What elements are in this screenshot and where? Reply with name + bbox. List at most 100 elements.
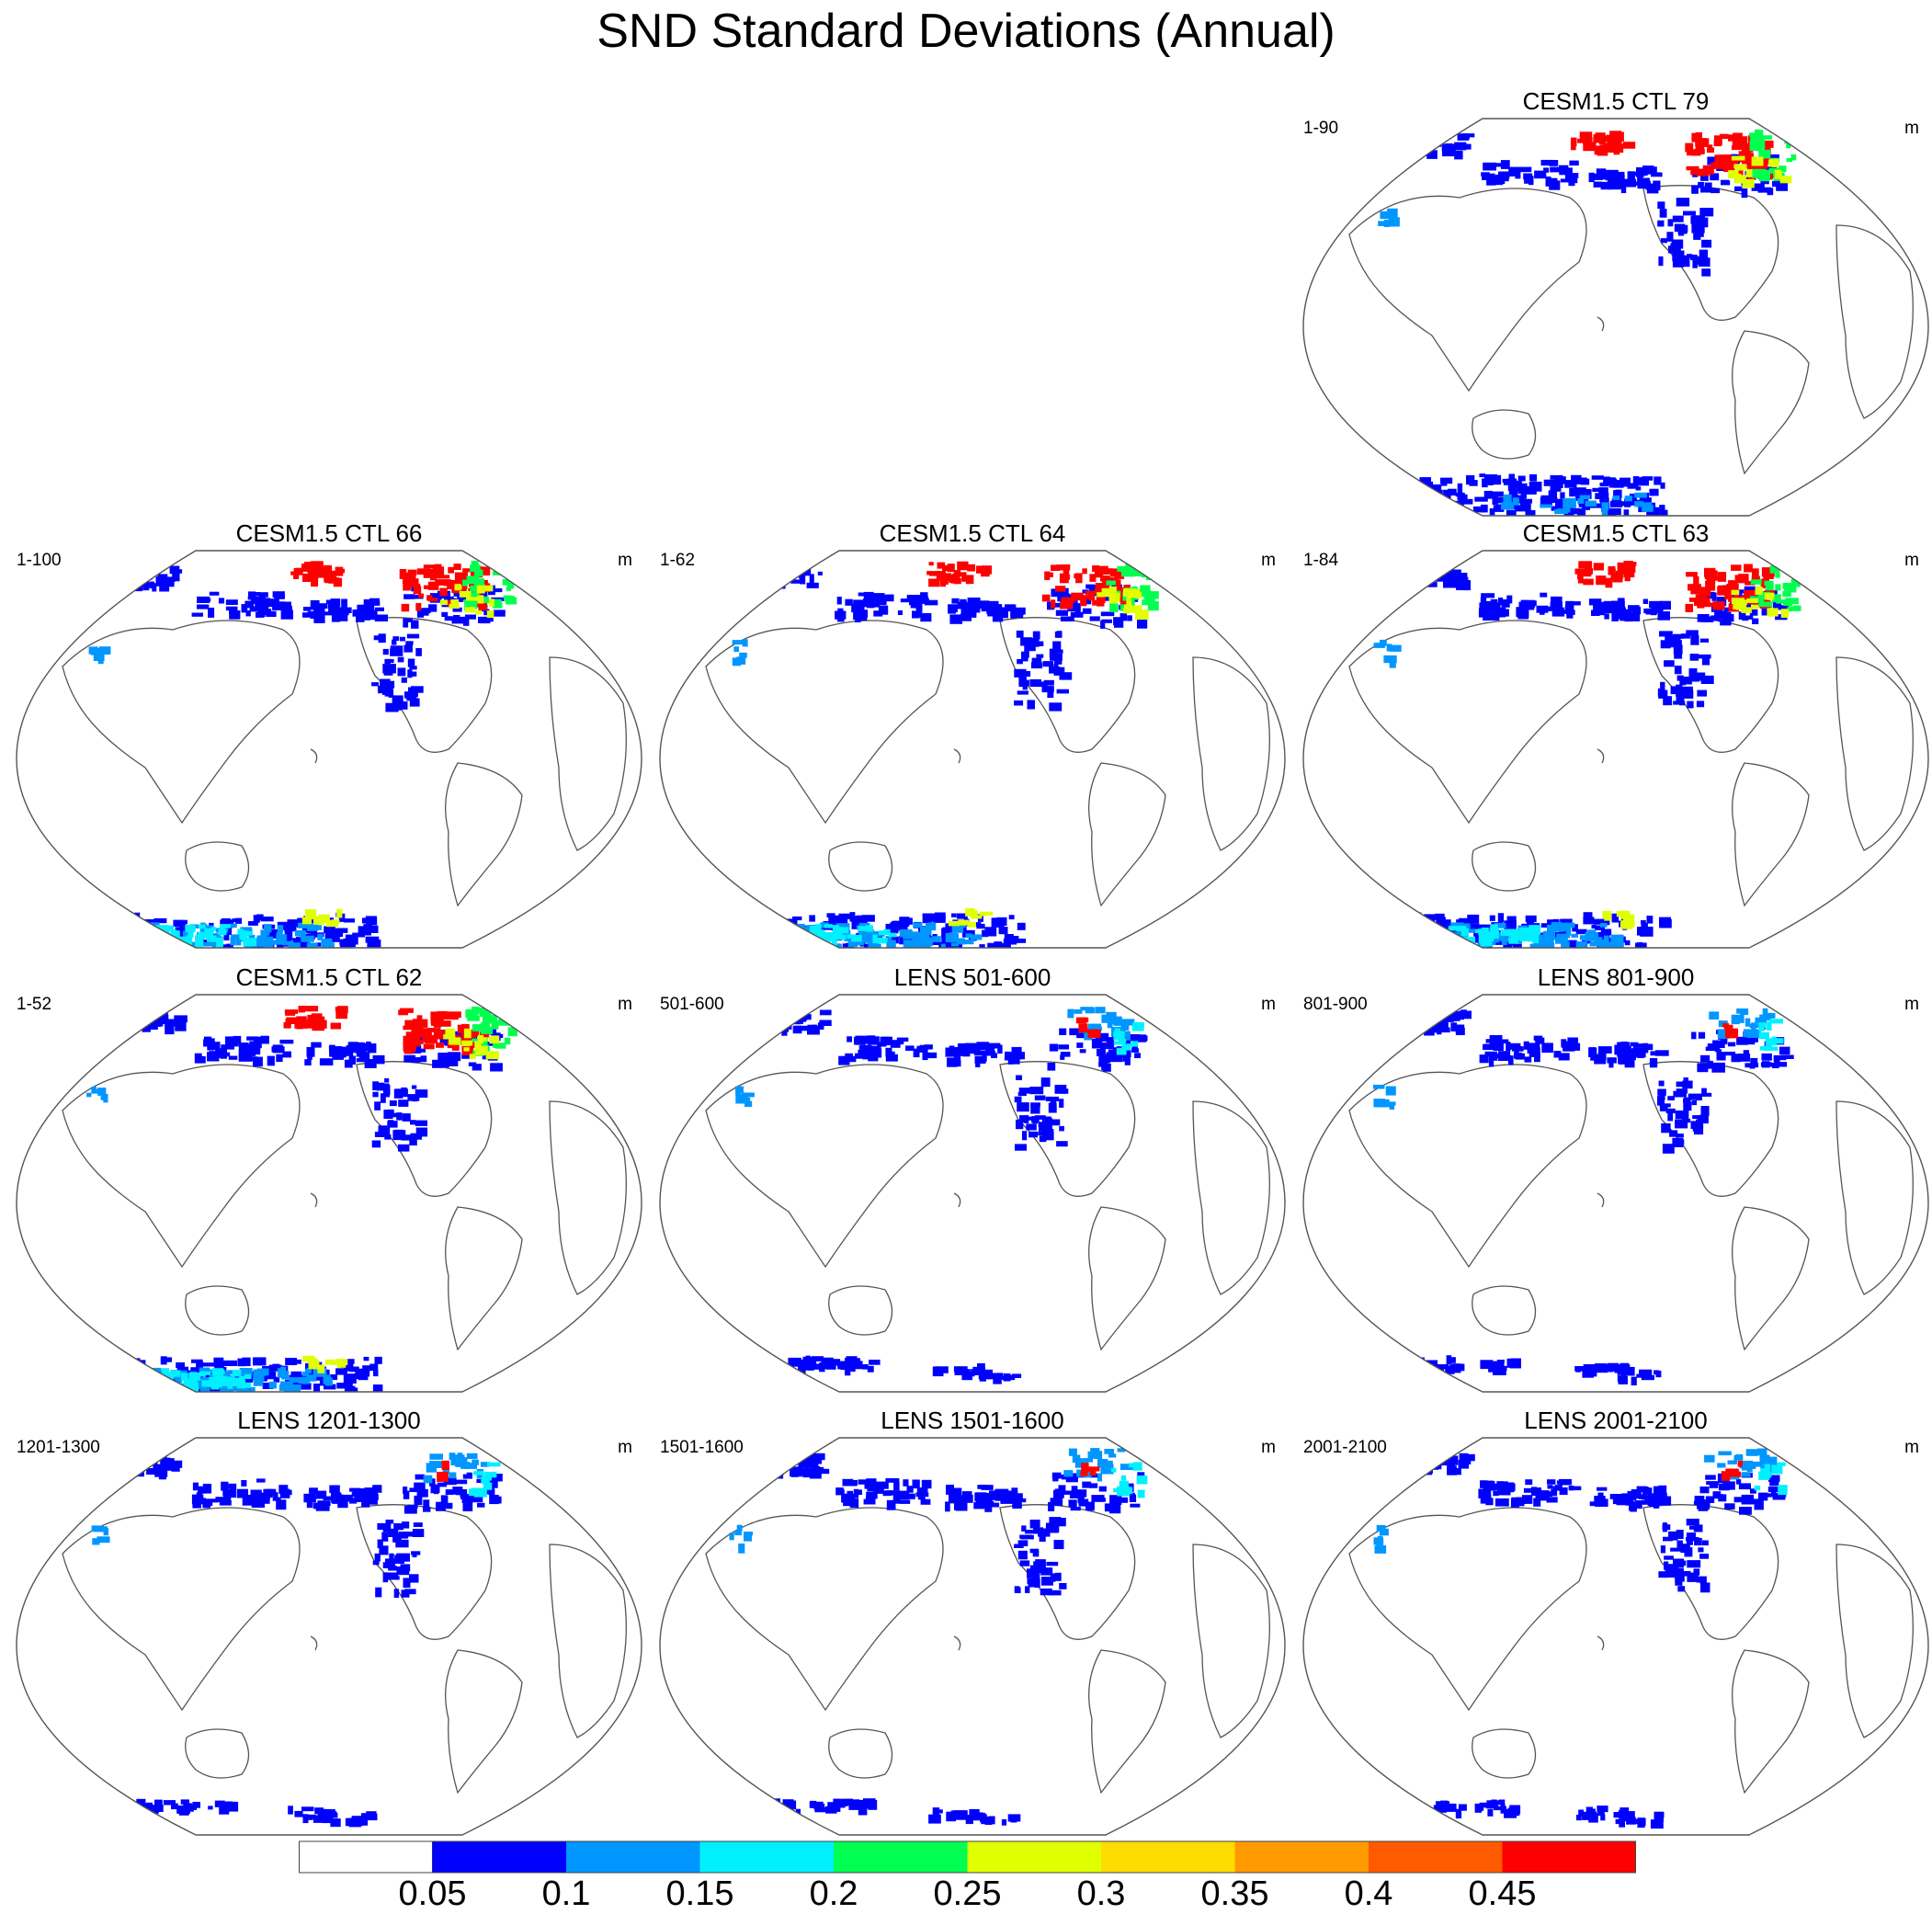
snow-alaska xyxy=(365,1493,379,1500)
snow-rockies xyxy=(1039,1122,1050,1132)
snow-antarctica xyxy=(1603,478,1617,483)
snow-alaska xyxy=(1654,172,1661,177)
snow-rockies xyxy=(1689,255,1698,261)
snow-greenland-core xyxy=(1079,595,1091,599)
snow-greenland-core xyxy=(449,1472,457,1479)
snow-canada xyxy=(1108,1504,1121,1514)
map-content xyxy=(705,996,1270,1384)
snow-greenland-core xyxy=(426,568,437,575)
snow-rockies xyxy=(395,1539,409,1548)
snow-greenland-mid xyxy=(1108,596,1119,604)
snow-siberia xyxy=(155,1011,168,1022)
snow-greenland-core xyxy=(1120,1021,1130,1031)
snow-antarctica-cyan xyxy=(1433,930,1441,938)
snow-antarctica xyxy=(1438,940,1449,948)
snow-antarctica xyxy=(1593,918,1608,925)
snow-east-asia xyxy=(899,1499,911,1504)
pacific-islands xyxy=(953,748,961,764)
snow-antarctica xyxy=(111,934,118,940)
snow-antarctica-inner xyxy=(174,1386,183,1392)
snow-greenland-core xyxy=(1117,587,1126,596)
snow-canada xyxy=(1752,618,1759,624)
snow-scandinavia xyxy=(1192,1038,1207,1043)
snow-antarctica-cyan xyxy=(155,925,169,933)
snow-peninsula xyxy=(1616,910,1623,917)
snow-antarctica xyxy=(329,932,340,942)
snow-east-asia xyxy=(836,612,845,622)
snow-scandinavia xyxy=(1838,1040,1847,1047)
snow-antarctica-far-east xyxy=(978,1370,992,1380)
snow-antarctica xyxy=(1595,925,1605,930)
snow-antarctica-cyan xyxy=(218,929,227,936)
snow-canada xyxy=(1707,156,1721,165)
snow-antarctica-edge xyxy=(862,1364,869,1370)
snow-antarctica-inner xyxy=(280,1366,287,1373)
snow-greenland-edge xyxy=(1758,1025,1765,1031)
snow-antarctica xyxy=(134,926,145,931)
snow-siberia xyxy=(113,566,123,575)
snow-antarctica-inner xyxy=(957,938,965,945)
snow-antarctica-far-east xyxy=(1011,1373,1022,1378)
snow-antarctica-cyan xyxy=(239,1376,245,1384)
colorbar-swatch xyxy=(967,1841,1101,1873)
snow-siberia xyxy=(147,1454,157,1464)
snow-greenland-core xyxy=(1704,1454,1715,1463)
snow-antarctica-inner xyxy=(1571,933,1578,938)
snow-siberia xyxy=(781,1027,788,1036)
snow-rockies xyxy=(406,633,420,639)
snow-alaska xyxy=(1594,1054,1607,1065)
snow-greenland-edge xyxy=(1137,1489,1145,1498)
snow-rockies xyxy=(1659,209,1667,218)
snow-east-asia xyxy=(1561,1041,1570,1048)
snow-alaska xyxy=(335,608,349,616)
snow-greenland-core xyxy=(1737,136,1748,147)
snow-siberia xyxy=(1391,149,1399,154)
snow-rockies xyxy=(1696,1576,1701,1583)
snow-antarctica xyxy=(982,929,989,938)
snow-antarctica-inner xyxy=(1579,495,1591,499)
snow-siberia xyxy=(1413,580,1420,588)
snow-scandinavia xyxy=(1192,1019,1204,1027)
snow-siberia xyxy=(1415,1020,1428,1029)
snow-alaska xyxy=(1011,1046,1022,1054)
snow-high-north xyxy=(1583,136,1591,143)
snow-antarctica xyxy=(349,1366,359,1373)
snow-rockies xyxy=(1676,684,1683,693)
snow-greenland-core xyxy=(408,1020,421,1030)
snow-greenland-core xyxy=(428,598,438,602)
snow-siberia xyxy=(130,1465,142,1474)
snow-siberia xyxy=(158,1469,166,1480)
panel-title: CESM1.5 CTL 79 xyxy=(1522,87,1710,115)
snow-east-asia xyxy=(241,604,248,613)
snow-central-asia xyxy=(1376,1524,1386,1532)
map-panel-ctl66: CESM1.5 CTL 66 1-100 m xyxy=(7,519,651,951)
snow-rockies xyxy=(378,633,386,644)
snow-rockies xyxy=(1692,1115,1702,1120)
snow-rockies xyxy=(389,1553,394,1560)
snow-siberia xyxy=(1445,1455,1459,1465)
snow-siberia xyxy=(1460,573,1468,580)
snow-greenland-mid xyxy=(1126,597,1132,606)
snow-peninsula xyxy=(336,1361,347,1368)
snow-antarctica-edge xyxy=(790,1361,801,1367)
map-panel-lens2001: LENS 2001-2100 2001-2100 m xyxy=(1294,1407,1932,1839)
snow-antarctica-edge xyxy=(163,1800,176,1806)
snow-antarctica-edge xyxy=(1494,1806,1506,1811)
snow-rockies xyxy=(1670,1564,1677,1571)
snow-rockies xyxy=(374,1132,386,1137)
snow-scandinavia xyxy=(557,1457,565,1466)
snow-alaska xyxy=(1005,1051,1011,1061)
snow-alaska xyxy=(1651,603,1665,610)
snow-rockies xyxy=(1016,1119,1024,1130)
snow-greenland-peak xyxy=(1728,1029,1734,1037)
snow-siberia xyxy=(1426,150,1438,159)
snow-antarctica xyxy=(157,937,169,947)
snow-siberia xyxy=(1404,142,1411,151)
snow-greenland-core xyxy=(1065,598,1075,603)
snow-high-north xyxy=(1596,575,1607,586)
snow-antarctica xyxy=(1489,915,1495,921)
snow-antarctica xyxy=(101,936,108,944)
snow-antarctica xyxy=(367,940,381,948)
snow-east-asia xyxy=(842,1478,854,1487)
snow-canada xyxy=(1754,1500,1764,1510)
